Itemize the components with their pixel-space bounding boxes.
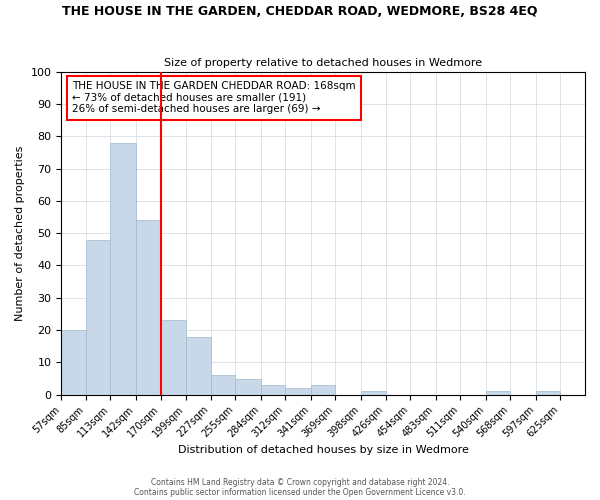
Text: Contains HM Land Registry data © Crown copyright and database right 2024.
Contai: Contains HM Land Registry data © Crown c… — [134, 478, 466, 497]
Bar — [186, 336, 211, 394]
Bar — [261, 385, 286, 394]
Bar — [211, 376, 235, 394]
Bar — [161, 320, 186, 394]
Bar — [110, 142, 136, 394]
Bar — [311, 385, 335, 394]
Bar — [486, 392, 511, 394]
Bar — [536, 392, 560, 394]
Bar — [235, 378, 261, 394]
Bar — [136, 220, 161, 394]
Y-axis label: Number of detached properties: Number of detached properties — [15, 146, 25, 321]
Title: Size of property relative to detached houses in Wedmore: Size of property relative to detached ho… — [164, 58, 482, 68]
Bar — [86, 240, 110, 394]
Bar — [61, 330, 86, 394]
X-axis label: Distribution of detached houses by size in Wedmore: Distribution of detached houses by size … — [178, 445, 469, 455]
Text: THE HOUSE IN THE GARDEN, CHEDDAR ROAD, WEDMORE, BS28 4EQ: THE HOUSE IN THE GARDEN, CHEDDAR ROAD, W… — [62, 5, 538, 18]
Bar — [361, 392, 386, 394]
Bar — [286, 388, 311, 394]
Text: THE HOUSE IN THE GARDEN CHEDDAR ROAD: 168sqm
← 73% of detached houses are smalle: THE HOUSE IN THE GARDEN CHEDDAR ROAD: 16… — [72, 82, 355, 114]
